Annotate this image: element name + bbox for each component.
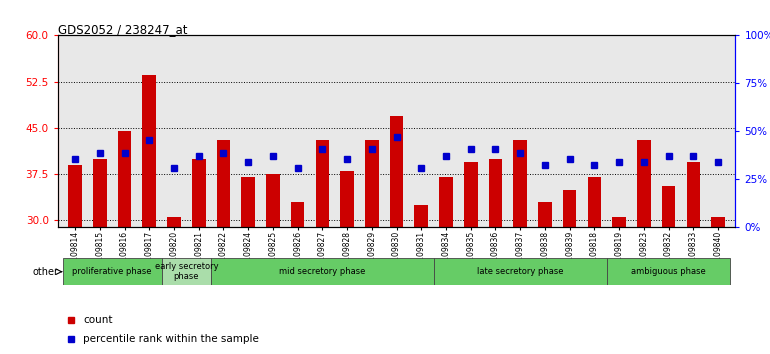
Bar bbox=[588, 177, 601, 227]
Bar bbox=[434, 258, 607, 285]
Bar bbox=[69, 165, 82, 227]
Text: mid secretory phase: mid secretory phase bbox=[280, 267, 366, 276]
Bar bbox=[439, 177, 453, 227]
Bar bbox=[489, 159, 502, 227]
Bar bbox=[563, 189, 577, 227]
Bar bbox=[365, 140, 379, 227]
Text: GDS2052 / 238247_at: GDS2052 / 238247_at bbox=[58, 23, 187, 36]
Bar bbox=[211, 258, 434, 285]
Text: count: count bbox=[83, 315, 113, 325]
Bar bbox=[216, 140, 230, 227]
Bar bbox=[687, 162, 700, 227]
Bar bbox=[637, 140, 651, 227]
Bar bbox=[414, 205, 428, 227]
Bar bbox=[607, 258, 731, 285]
Text: percentile rank within the sample: percentile rank within the sample bbox=[83, 333, 259, 344]
Bar bbox=[162, 258, 211, 285]
Bar bbox=[167, 217, 181, 227]
Bar bbox=[711, 217, 725, 227]
Bar bbox=[192, 159, 206, 227]
Bar bbox=[514, 140, 527, 227]
Bar bbox=[142, 75, 156, 227]
Text: proliferative phase: proliferative phase bbox=[72, 267, 152, 276]
Bar bbox=[241, 177, 255, 227]
Text: late secretory phase: late secretory phase bbox=[477, 267, 564, 276]
Bar bbox=[464, 162, 477, 227]
Text: ambiguous phase: ambiguous phase bbox=[631, 267, 706, 276]
Bar bbox=[118, 131, 132, 227]
Bar bbox=[390, 115, 403, 227]
Bar bbox=[612, 217, 626, 227]
Bar bbox=[93, 159, 106, 227]
Bar bbox=[62, 258, 162, 285]
Bar bbox=[266, 174, 280, 227]
Bar bbox=[291, 202, 304, 227]
Text: early secretory
phase: early secretory phase bbox=[155, 262, 218, 281]
Text: other: other bbox=[32, 267, 59, 277]
Bar bbox=[661, 187, 675, 227]
Bar bbox=[340, 171, 354, 227]
Bar bbox=[538, 202, 552, 227]
Bar bbox=[316, 140, 329, 227]
